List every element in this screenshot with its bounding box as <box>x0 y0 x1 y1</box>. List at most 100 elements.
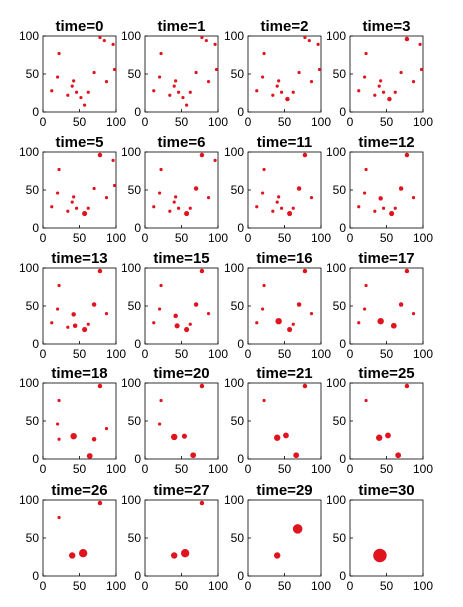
x-tick-label: 0 <box>245 347 252 361</box>
y-tick-label: 0 <box>134 569 141 583</box>
scatter-point <box>158 75 162 79</box>
scatter-point <box>275 200 279 204</box>
y-tick-label: 100 <box>121 145 141 159</box>
x-tick-label: 50 <box>278 347 292 361</box>
scatter-point <box>57 398 61 403</box>
scatter-point <box>206 196 211 200</box>
scatter-point <box>70 200 74 204</box>
x-tick-label: 50 <box>175 462 189 476</box>
y-tick-label: 0 <box>339 105 346 119</box>
y-tick-label: 50 <box>128 414 142 428</box>
scatter-point <box>173 313 178 319</box>
y-tick-label: 100 <box>224 376 244 390</box>
scatter-point <box>86 90 90 94</box>
scatter-point <box>262 51 266 56</box>
y-tick-label: 0 <box>339 337 346 351</box>
x-tick-label: 0 <box>142 115 149 129</box>
scatter-point <box>364 51 368 56</box>
scatter-point <box>390 322 397 329</box>
scatter-point <box>97 268 103 274</box>
y-tick-label: 0 <box>32 452 39 466</box>
scatter-point <box>206 80 211 84</box>
scatter-point <box>158 422 162 426</box>
scatter-point <box>261 307 265 311</box>
scatter-panel: time=26 0 50 100 0 50 100 <box>19 482 126 593</box>
scatter-point <box>255 89 259 93</box>
y-tick-label: 50 <box>26 531 40 545</box>
scatter-point <box>381 206 386 210</box>
x-tick-label: 0 <box>245 115 252 129</box>
scatter-point <box>174 79 178 83</box>
scatter-point <box>176 206 181 210</box>
y-tick-label: 100 <box>224 493 244 507</box>
x-tick-label: 50 <box>175 231 189 245</box>
y-tick-label: 100 <box>121 29 141 43</box>
x-tick-label: 100 <box>311 347 331 361</box>
scatter-point <box>302 383 308 389</box>
scatter-point <box>262 398 266 403</box>
x-tick-label: 0 <box>40 347 47 361</box>
scatter-point <box>92 70 96 75</box>
y-tick-label: 50 <box>128 183 142 197</box>
scatter-point <box>262 283 266 288</box>
scatter-point <box>72 195 76 199</box>
scatter-point <box>292 524 303 534</box>
scatter-point <box>159 398 163 403</box>
x-tick-label: 0 <box>347 579 354 593</box>
axes-frame <box>247 499 322 577</box>
panel-title: time=2 <box>261 18 309 35</box>
scatter-point <box>82 327 88 333</box>
scatter-point <box>385 432 391 439</box>
scatter-point <box>152 321 156 325</box>
x-tick-label: 100 <box>208 231 228 245</box>
scatter-panel: time=6 0 50 100 0 50 100 <box>121 134 228 245</box>
y-tick-label: 50 <box>26 183 40 197</box>
panel-title: time=11 <box>257 134 312 151</box>
scatter-point <box>104 80 109 84</box>
x-tick-label: 0 <box>347 347 354 361</box>
y-tick-label: 100 <box>19 145 39 159</box>
axes-frame <box>42 35 117 113</box>
scatter-point <box>74 206 79 210</box>
scatter-point <box>274 434 281 441</box>
x-tick-label: 50 <box>73 579 87 593</box>
scatter-point <box>271 93 275 97</box>
y-tick-label: 100 <box>326 376 346 390</box>
scatter-point <box>79 95 83 100</box>
scatter-point <box>57 283 61 288</box>
scatter-point <box>111 158 115 162</box>
scatter-point <box>291 206 295 210</box>
scatter-panel: time=3 0 50 100 0 50 100 <box>326 18 433 129</box>
scatter-point <box>91 302 97 307</box>
panel-title: time=5 <box>56 134 104 151</box>
x-tick-label: 100 <box>311 462 331 476</box>
scatter-point <box>271 209 275 213</box>
scatter-point <box>91 437 97 442</box>
scatter-point <box>78 549 88 558</box>
x-tick-label: 100 <box>208 115 228 129</box>
x-tick-label: 0 <box>142 347 149 361</box>
y-tick-label: 0 <box>134 105 141 119</box>
scatter-point <box>97 152 103 158</box>
y-tick-label: 100 <box>326 145 346 159</box>
scatter-point <box>174 323 180 329</box>
panel-title: time=20 <box>153 365 209 382</box>
panel-title: time=26 <box>51 482 107 499</box>
scatter-point <box>364 283 368 288</box>
scatter-panel: time=30 0 50 100 0 50 100 <box>326 482 433 593</box>
scatter-point <box>152 205 156 209</box>
scatter-point <box>277 79 281 83</box>
x-tick-label: 100 <box>311 579 331 593</box>
scatter-point <box>296 186 302 191</box>
scatter-point <box>373 548 387 563</box>
y-tick-label: 0 <box>237 452 244 466</box>
scatter-point <box>411 80 416 84</box>
x-tick-label: 100 <box>208 579 228 593</box>
axes-frame <box>349 151 424 229</box>
y-tick-label: 50 <box>128 299 142 313</box>
scatter-panel: time=17 0 50 100 0 50 100 <box>326 250 433 361</box>
scatter-point <box>104 312 109 316</box>
scatter-point <box>86 206 90 210</box>
scatter-point <box>57 167 61 172</box>
